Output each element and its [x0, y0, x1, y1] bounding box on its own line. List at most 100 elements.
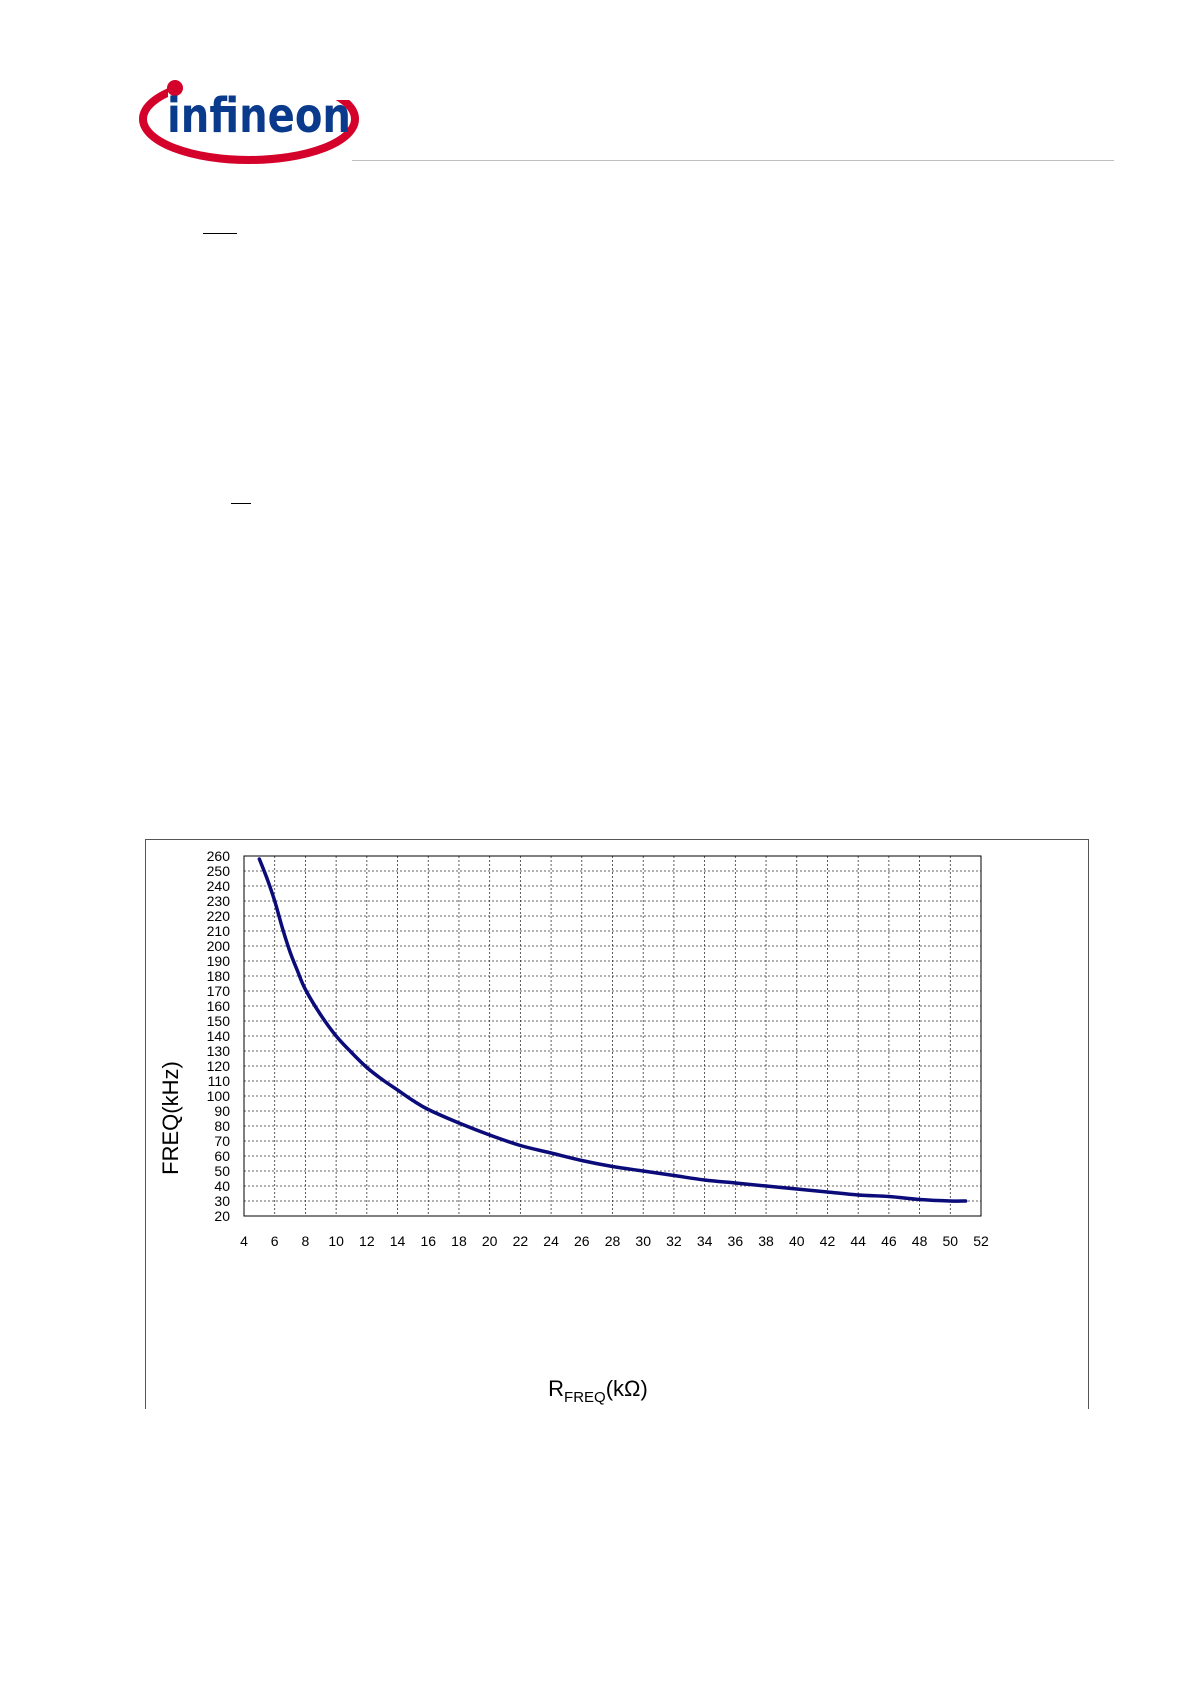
data-point — [964, 1199, 968, 1203]
x-tick-label: 10 — [328, 1233, 344, 1249]
data-point — [257, 857, 261, 861]
data-point — [380, 1078, 384, 1081]
grid — [243, 855, 982, 1217]
data-point — [518, 1144, 522, 1147]
y-tick-label: 200 — [207, 938, 231, 954]
data-point — [349, 1051, 353, 1054]
y-tick-label: 180 — [207, 968, 231, 984]
y-tick-label: 20 — [214, 1208, 230, 1224]
x-tick-label: 46 — [881, 1233, 897, 1249]
data-point — [887, 1195, 891, 1198]
x-tick-label: 22 — [513, 1233, 529, 1249]
data-point — [703, 1178, 707, 1182]
data-point — [948, 1199, 952, 1203]
data-point — [365, 1066, 369, 1069]
freq-vs-rfreq-chart: 4 6 8 10 12 14 16 18 20 22 24 26 28 30 32 34 36 38 40 42 44 4… — [158, 848, 989, 1406]
y-tick-label: 260 — [207, 848, 231, 864]
data-point — [856, 1193, 860, 1197]
logo-wordmark: infineon — [167, 88, 351, 144]
data-point — [611, 1165, 614, 1168]
x-tick-label: 36 — [728, 1233, 744, 1249]
infineon-logo: infineon — [139, 72, 359, 164]
data-point — [457, 1121, 461, 1125]
data-point — [273, 899, 277, 903]
data-point — [764, 1184, 768, 1188]
y-tick-label: 240 — [207, 878, 231, 894]
data-point — [280, 926, 284, 930]
y-axis-label: FREQ(kHz) — [158, 1061, 183, 1175]
x-axis-label-subscript: FREQ — [564, 1389, 606, 1406]
x-tick-label: 52 — [973, 1233, 989, 1249]
x-tick-label: 18 — [451, 1233, 467, 1249]
data-point — [641, 1169, 645, 1173]
data-point — [334, 1034, 338, 1038]
y-tick-label: 120 — [207, 1058, 231, 1074]
data-point — [265, 877, 269, 880]
y-tick-label: 90 — [214, 1103, 230, 1119]
y-tick-label: 150 — [207, 1013, 231, 1029]
y-tick-label: 110 — [208, 1073, 231, 1089]
x-tick-label: 42 — [820, 1233, 836, 1249]
data-point — [411, 1099, 415, 1102]
y-tick-label: 30 — [214, 1193, 230, 1209]
data-point — [288, 950, 292, 954]
data-point — [303, 988, 307, 991]
series-points — [257, 857, 968, 1203]
data-point — [426, 1108, 430, 1111]
y-tick-labels: 2602502402302202102001901801701601501401… — [207, 848, 231, 1224]
x-tick-label: 4 — [240, 1233, 248, 1249]
y-tick-label: 190 — [207, 953, 231, 969]
chart-frame: 4 6 8 10 12 14 16 18 20 22 24 26 28 30 32 34 36 38 40 42 44 4… — [145, 839, 1089, 1409]
x-tick-label: 6 — [271, 1233, 279, 1249]
y-tick-label: 170 — [207, 983, 231, 999]
logo-dot-icon — [167, 80, 183, 96]
x-tick-label: 48 — [912, 1233, 928, 1249]
x-tick-label: 12 — [359, 1233, 375, 1249]
data-point — [795, 1187, 799, 1191]
y-tick-label: 60 — [214, 1148, 230, 1164]
plot-border — [243, 855, 982, 1217]
x-tick-label: 38 — [758, 1233, 774, 1249]
x-tick-labels: 4 6 8 10 12 14 16 18 20 22 24 26 28 30 32 34 36 38 40 42 44 4… — [240, 1233, 989, 1249]
y-tick-label: 160 — [207, 998, 231, 1014]
y-tick-label: 230 — [207, 893, 231, 909]
x-axis-label-unit: (kΩ) — [606, 1376, 648, 1401]
x-tick-label: 44 — [850, 1233, 866, 1249]
data-point — [296, 970, 300, 973]
x-tick-label: 26 — [574, 1233, 590, 1249]
x-tick-label: 20 — [482, 1233, 498, 1249]
header-rule — [352, 160, 1114, 161]
x-tick-label: 50 — [943, 1233, 959, 1249]
y-tick-label: 40 — [214, 1178, 230, 1194]
logo-swoosh-gap — [168, 72, 358, 100]
data-point — [672, 1174, 676, 1177]
x-axis-label: RFREQ(kΩ) — [548, 1376, 648, 1406]
x-tick-label: 8 — [302, 1233, 310, 1249]
overline-mark — [203, 233, 237, 234]
x-tick-label: 24 — [543, 1233, 559, 1249]
y-tick-label: 210 — [207, 923, 231, 939]
data-point — [733, 1181, 737, 1185]
data-point — [825, 1190, 829, 1194]
x-tick-label: 34 — [697, 1233, 713, 1249]
data-point — [319, 1013, 323, 1017]
y-tick-label: 250 — [207, 863, 231, 879]
data-point — [580, 1159, 584, 1162]
y-tick-label: 130 — [207, 1043, 231, 1059]
x-tick-label: 30 — [635, 1233, 651, 1249]
y-tick-label: 50 — [214, 1163, 230, 1179]
y-tick-label: 70 — [214, 1133, 230, 1149]
y-tick-label: 100 — [207, 1088, 231, 1104]
x-tick-label: 40 — [789, 1233, 805, 1249]
y-tick-label: 140 — [207, 1028, 231, 1044]
x-tick-label: 32 — [666, 1233, 682, 1249]
data-point — [918, 1198, 922, 1201]
x-axis-label-main: R — [548, 1376, 564, 1401]
y-tick-label: 220 — [207, 908, 231, 924]
x-tick-label: 14 — [390, 1233, 406, 1249]
overline-mark — [231, 503, 251, 504]
y-tick-label: 80 — [214, 1118, 230, 1134]
x-tick-label: 16 — [420, 1233, 436, 1249]
data-point — [488, 1133, 492, 1137]
data-point — [549, 1151, 553, 1155]
